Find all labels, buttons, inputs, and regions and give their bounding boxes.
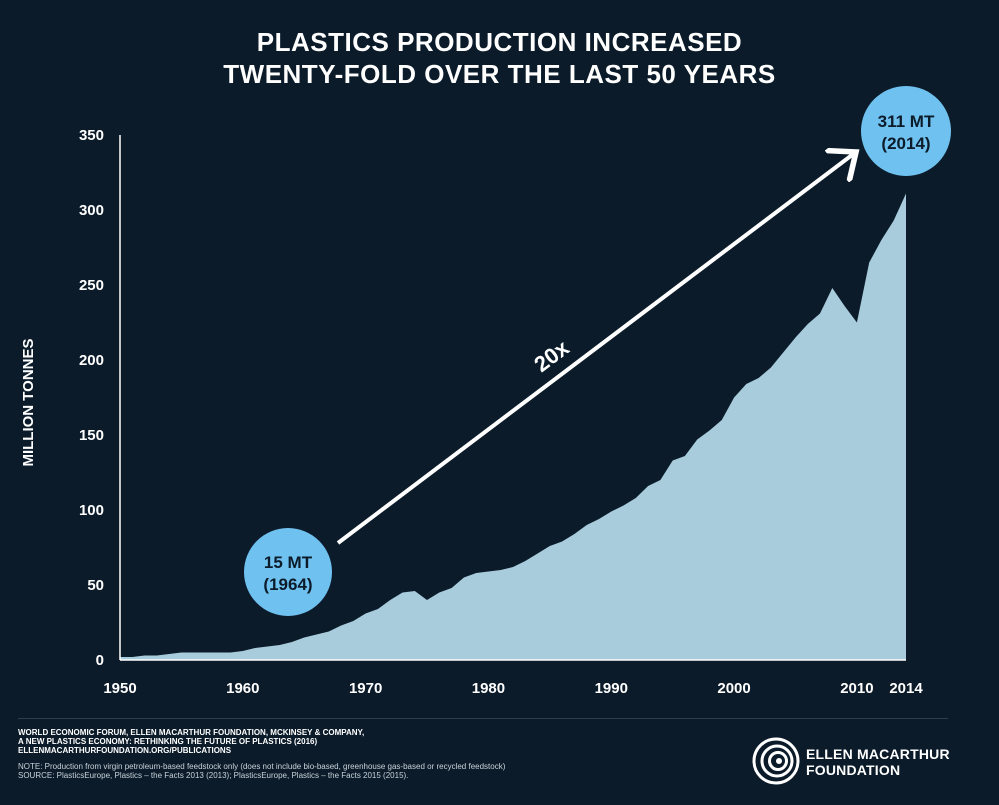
x-tick-label: 1980 xyxy=(472,680,505,697)
y-tick-label: 150 xyxy=(79,427,104,444)
end-bubble-value: 311 MT xyxy=(878,112,935,131)
start-bubble-value: 15 MT xyxy=(264,553,313,572)
x-tick-label: 1970 xyxy=(349,680,382,697)
credit-line-2: A NEW PLASTICS ECONOMY: RETHINKING THE F… xyxy=(18,737,318,746)
end-bubble-year: (2014) xyxy=(881,134,930,153)
credit-url: ELLENMACARTHURFOUNDATION.ORG/PUBLICATION… xyxy=(18,746,232,755)
y-tick-label: 350 xyxy=(79,127,104,144)
y-axis-label: MILLION TONNES xyxy=(20,338,37,466)
footer-note: NOTE: Production from virgin petroleum-b… xyxy=(18,762,506,771)
x-tick-label: 2010 xyxy=(840,680,873,697)
end-bubble-circle xyxy=(861,86,951,176)
production-area xyxy=(120,193,906,660)
credit-line-1: WORLD ECONOMIC FORUM, ELLEN MACARTHUR FO… xyxy=(18,728,365,737)
y-tick-label: 0 xyxy=(96,652,104,669)
logo-line2: FOUNDATION xyxy=(806,762,901,778)
start-bubble-year: (1964) xyxy=(263,575,312,594)
x-tick-label: 2014 xyxy=(889,680,923,697)
x-tick-label: 2000 xyxy=(717,680,750,697)
y-tick-label: 250 xyxy=(79,277,104,294)
chart-title-line1: PLASTICS PRODUCTION INCREASED xyxy=(256,27,743,57)
y-tick-label: 50 xyxy=(87,577,104,594)
footer-divider xyxy=(18,718,948,719)
start-bubble-circle xyxy=(244,528,332,616)
concentric-circles-icon xyxy=(752,737,800,785)
logo-line1: ELLEN MACARTHUR xyxy=(806,746,950,762)
y-tick-label: 300 xyxy=(79,202,104,219)
x-tick-label: 1960 xyxy=(226,680,259,697)
y-tick-label: 200 xyxy=(79,352,104,369)
chart-title-line2: TWENTY-FOLD OVER THE LAST 50 YEARS xyxy=(223,59,776,89)
x-tick-label: 1990 xyxy=(595,680,628,697)
growth-arrow xyxy=(336,152,856,545)
y-tick-label: 100 xyxy=(79,502,104,519)
x-tick-label: 1950 xyxy=(103,680,136,697)
footer-source: SOURCE: PlasticsEurope, Plastics – the F… xyxy=(18,771,409,780)
